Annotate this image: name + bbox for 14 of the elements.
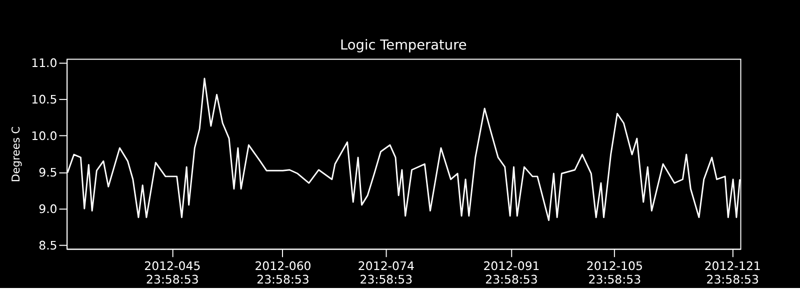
y-tick-label: 8.5 [38,238,58,253]
y-axis-title: Degrees C [9,126,22,182]
x-tick-label: 2012-060 23:58:53 [254,258,312,287]
x-tick-label: 2012-091 23:58:53 [483,258,540,287]
x-tick-label: 2012-074 23:58:53 [358,258,414,287]
chart-title: Logic Temperature [340,38,467,54]
x-tick-label: 2012-045 23:58:53 [144,258,201,287]
y-tick-label: 9.5 [38,165,58,180]
y-tick-label: 10.5 [31,92,58,106]
y-tick-label: 11.0 [31,56,58,70]
y-tick-label: 10.0 [31,128,58,143]
y-tick-label: 9.0 [38,202,58,216]
x-tick-label: 2012-121 23:58:53 [704,258,761,287]
x-tick-label: 2012-105 23:58:53 [586,258,643,287]
